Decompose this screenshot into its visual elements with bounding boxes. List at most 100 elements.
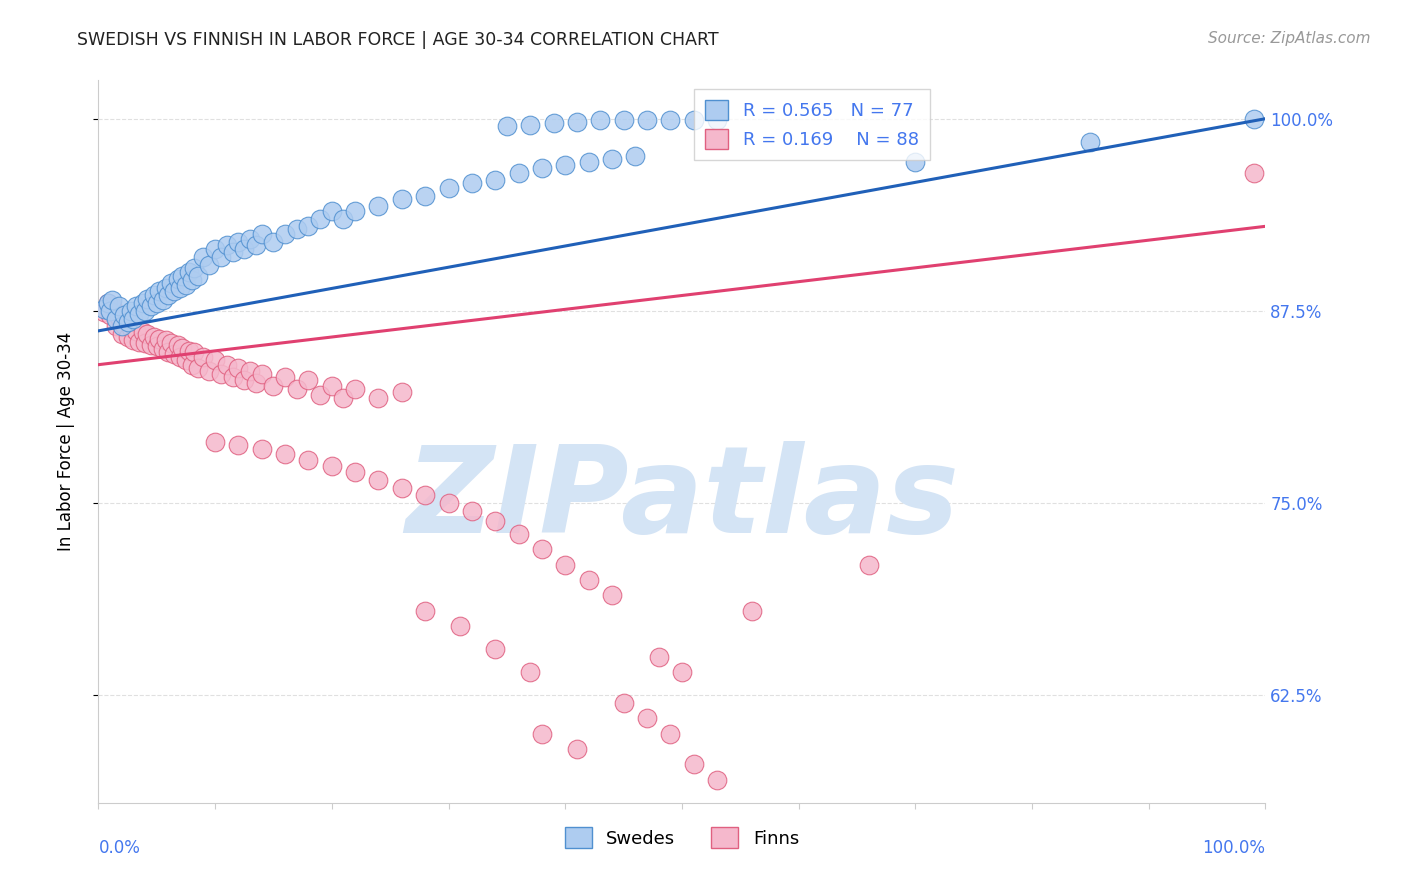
Point (97, 296, 120, 310)
Point (484, 173, 506, 187)
Point (198, 364, 221, 378)
Point (391, 192, 413, 206)
Point (139, 337, 162, 351)
Point (132, 326, 155, 340)
Point (239, 232, 262, 246)
Point (1243, 165, 1265, 179)
Point (172, 341, 194, 355)
Point (706, 113, 728, 128)
Point (239, 364, 262, 378)
Point (111, 319, 134, 334)
Point (204, 243, 226, 257)
Point (172, 268, 194, 283)
Point (120, 304, 142, 318)
Point (508, 526, 530, 541)
Point (112, 318, 135, 332)
Point (519, 665, 541, 680)
Point (143, 288, 166, 302)
Point (1080, 135, 1102, 149)
Point (554, 158, 576, 172)
Point (93, 302, 115, 317)
Point (101, 293, 124, 307)
Point (104, 311, 127, 326)
Point (461, 504, 484, 518)
Point (530, 161, 553, 175)
Point (508, 165, 530, 179)
Point (152, 343, 174, 357)
Point (155, 281, 177, 295)
Point (578, 573, 600, 587)
Point (122, 311, 145, 326)
Point (136, 292, 159, 306)
Point (636, 113, 658, 128)
Point (163, 347, 186, 361)
Point (554, 558, 576, 572)
Point (250, 367, 273, 381)
Point (174, 277, 197, 292)
Point (496, 120, 519, 134)
Point (274, 227, 297, 241)
Point (117, 315, 139, 329)
Text: Source: ZipAtlas.com: Source: ZipAtlas.com (1208, 31, 1371, 46)
Point (157, 345, 180, 359)
Point (262, 379, 284, 393)
Point (344, 382, 367, 396)
Point (613, 113, 636, 128)
Point (589, 113, 612, 128)
Point (104, 319, 127, 334)
Point (221, 245, 243, 260)
Point (565, 115, 588, 129)
Point (101, 299, 124, 313)
Point (221, 370, 243, 384)
Point (274, 447, 297, 461)
Point (671, 665, 693, 680)
Point (93, 305, 115, 319)
Point (136, 326, 159, 341)
Point (647, 649, 669, 664)
Legend: Swedes, Finns: Swedes, Finns (557, 820, 807, 855)
Point (904, 154, 927, 169)
Point (391, 385, 413, 400)
Point (367, 199, 389, 213)
Point (543, 116, 565, 130)
Text: 0.0%: 0.0% (98, 838, 141, 857)
Point (332, 392, 354, 406)
Point (297, 219, 319, 234)
Point (174, 353, 197, 368)
Point (143, 330, 166, 344)
Point (245, 376, 267, 391)
Point (228, 437, 250, 451)
Point (128, 334, 150, 349)
Text: ZIPatlas: ZIPatlas (405, 441, 959, 558)
Y-axis label: In Labor Force | Age 30-34: In Labor Force | Age 30-34 (56, 332, 75, 551)
Point (682, 113, 704, 128)
Point (193, 250, 215, 264)
Point (285, 222, 308, 236)
Point (613, 696, 636, 710)
Point (183, 345, 205, 359)
Point (108, 299, 131, 313)
Point (125, 324, 148, 338)
Point (157, 288, 180, 302)
Point (159, 336, 181, 351)
Point (530, 542, 553, 557)
Point (166, 337, 188, 351)
Point (321, 459, 343, 474)
Point (309, 211, 332, 226)
Point (321, 203, 343, 218)
Point (636, 711, 658, 725)
Point (530, 726, 553, 740)
Point (228, 235, 250, 249)
Point (565, 742, 588, 756)
Point (128, 307, 150, 321)
Text: 100.0%: 100.0% (1202, 838, 1265, 857)
Point (245, 237, 267, 252)
Point (152, 293, 174, 307)
Point (132, 296, 155, 310)
Point (682, 757, 704, 772)
Point (146, 339, 169, 353)
Point (120, 320, 142, 334)
Point (125, 299, 148, 313)
Point (413, 188, 436, 202)
Point (98, 309, 121, 323)
